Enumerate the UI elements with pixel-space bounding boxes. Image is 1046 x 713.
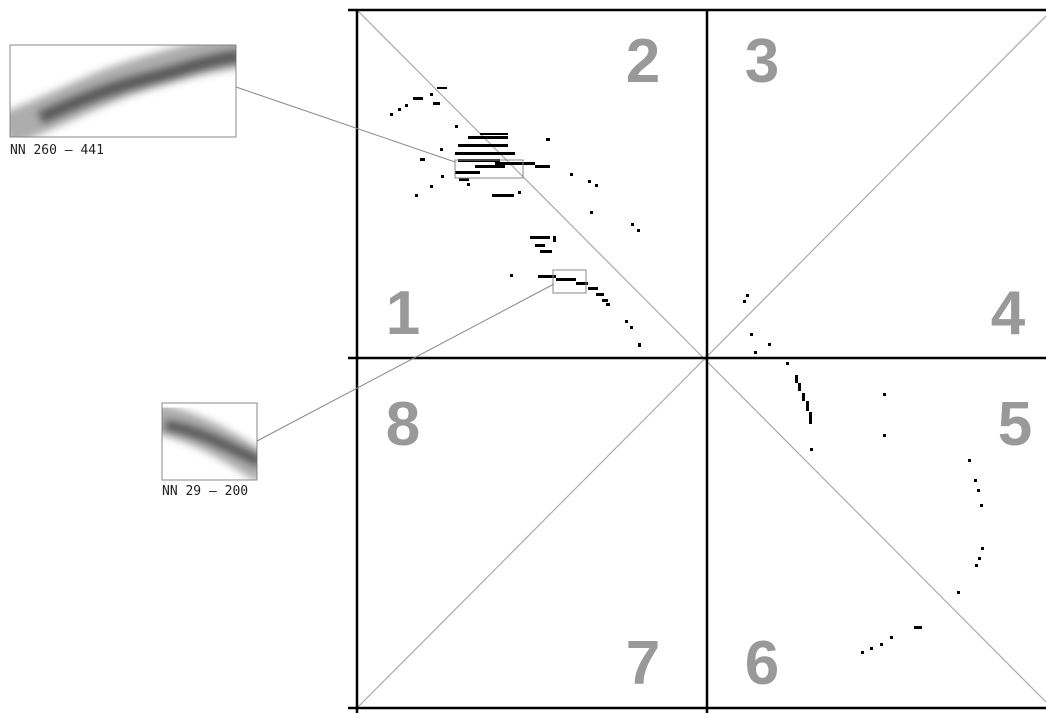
inset-label: NN 29 – 200 (162, 484, 248, 499)
frame (348, 10, 1046, 713)
octant-label: 4 (991, 279, 1026, 348)
dots (390, 87, 984, 654)
octant-label: 6 (745, 629, 779, 698)
inset-label: NN 260 – 441 (10, 143, 104, 158)
octant-label: 5 (998, 390, 1032, 459)
octant-label: 2 (626, 27, 660, 96)
diagonal (357, 10, 1046, 702)
figure: 1 2 3 4 5 6 7 8 (0, 0, 1046, 713)
zoom-box (553, 270, 586, 293)
diagonal (357, 16, 1046, 708)
octant-label: 7 (626, 629, 660, 698)
octant-label: 8 (386, 390, 420, 459)
octant-label: 1 (386, 279, 420, 348)
inset: NN 260 – 441 (5, 45, 523, 178)
inset: NN 29 – 200 (155, 270, 586, 499)
octant-label: 3 (745, 27, 779, 96)
